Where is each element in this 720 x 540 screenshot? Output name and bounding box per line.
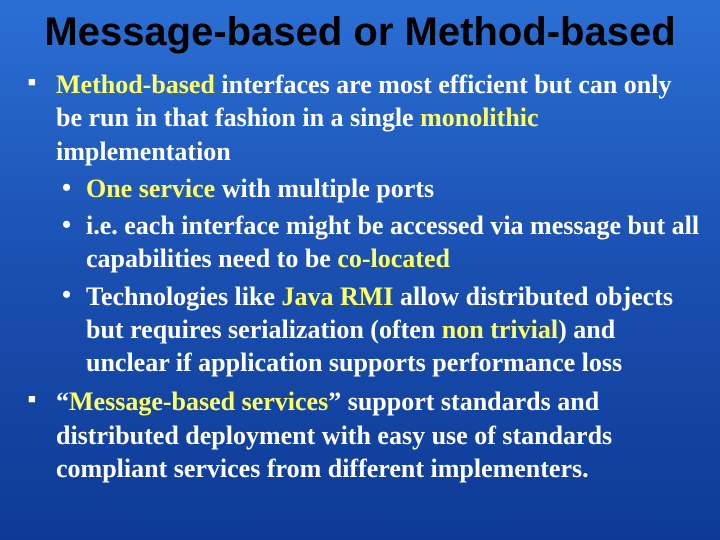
highlight-text: monolithic xyxy=(420,103,538,132)
text-run: implementation xyxy=(56,137,231,166)
bullet-list: Method-based interfaces are most efficie… xyxy=(20,68,700,485)
slide: Message-based or Method-based Method-bas… xyxy=(0,0,720,540)
slide-body: Method-based interfaces are most efficie… xyxy=(20,68,700,485)
highlight-text: co-located xyxy=(337,244,450,273)
sub-bullet-item: i.e. each interface might be accessed vi… xyxy=(56,209,700,276)
bullet-item: Method-based interfaces are most efficie… xyxy=(20,68,700,379)
highlight-text: Java RMI xyxy=(282,282,394,311)
text-run: with multiple ports xyxy=(215,174,434,203)
highlight-text: Message-based services xyxy=(69,387,328,416)
slide-title: Message-based or Method-based xyxy=(20,10,700,54)
sub-bullet-item: One service with multiple ports xyxy=(56,172,700,205)
highlight-text: One service xyxy=(86,174,215,203)
text-run: “ xyxy=(56,387,69,416)
bullet-item: “Message-based services” support standar… xyxy=(20,385,700,485)
text-run: Technologies like xyxy=(86,282,282,311)
highlight-text: non trivial xyxy=(442,315,558,344)
sub-bullet-list: One service with multiple ports i.e. each… xyxy=(56,172,700,380)
highlight-text: Method-based xyxy=(56,70,215,99)
sub-bullet-item: Technologies like Java RMI allow distrib… xyxy=(56,280,700,380)
